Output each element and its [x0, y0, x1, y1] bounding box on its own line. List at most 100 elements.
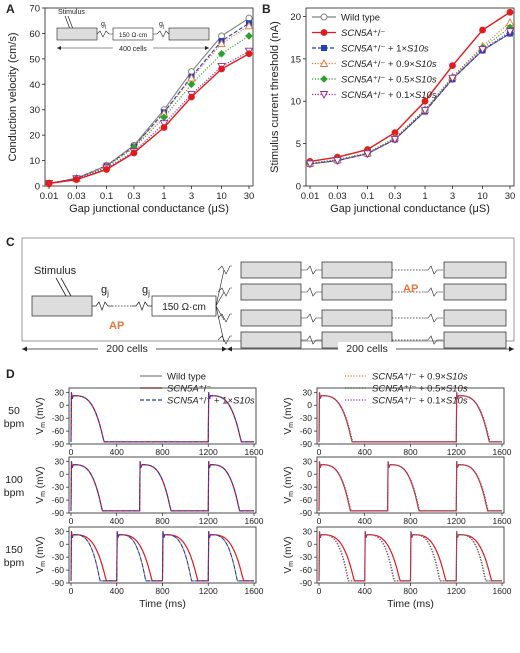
d-y-tick-label: -30: [52, 482, 65, 492]
x-tick-label: 1: [161, 191, 166, 202]
x-tick-label: 30: [505, 191, 516, 202]
y-tick-label: 70: [29, 4, 40, 15]
d-y-tick-label: 0: [59, 469, 64, 479]
data-point-mut: [245, 50, 253, 58]
chart-a: 0 10 20 30 40 50 60 70 0.01 0.03 0.1 0.3 1 3 10 30 Gap…: [7, 4, 254, 216]
data-point-s01: [159, 120, 169, 129]
d-x-tick-label: 0: [317, 516, 322, 526]
d-y-tick-label: 30: [303, 387, 313, 397]
y-tick-label: 10: [29, 156, 40, 167]
legend-marker-s09: [319, 59, 329, 67]
d-trace-wt: [70, 461, 254, 512]
d-legend-label-mut: SCN5A⁺/⁻: [167, 384, 211, 395]
data-point-s01: [390, 135, 400, 144]
diagram-c-stimulus: Stimulus: [34, 265, 77, 277]
x-tick-label: 3: [450, 191, 455, 202]
legend-marker-s05: [320, 75, 328, 83]
x-tick-label: 10: [216, 191, 227, 202]
d-y-tick-label: 30: [55, 387, 65, 397]
branch-gap: [424, 265, 443, 275]
d-frame: [68, 456, 257, 514]
data-point-s01: [420, 107, 430, 116]
branch-cell-last: [443, 261, 507, 279]
d-x-tick-label: 800: [403, 586, 417, 596]
d-legend-label-s01: SCN5A⁺/⁻ + 0.1×S10s: [372, 396, 468, 407]
d-ylabel: Vm (mV): [35, 537, 47, 574]
data-point-mut: [188, 93, 195, 101]
d-y-tick-label: 0: [307, 539, 312, 549]
data-point-mut: [421, 97, 429, 105]
diagram-c-ap-left: AP: [109, 320, 124, 332]
d-ylabel: Vm (mV): [283, 467, 295, 504]
data-point-mut: [73, 176, 80, 184]
chart-a-frame: [44, 7, 254, 187]
data-point-s05: [506, 23, 514, 32]
diagram-c-gj-1: gj: [101, 284, 109, 298]
branch-gap: [301, 287, 322, 297]
legend-label-s05: SCN5A⁺/⁻ + 0.5×S10s: [341, 75, 437, 86]
data-point-mut: [160, 124, 168, 131]
d-trace-s05: [318, 461, 502, 512]
y-tick-label: 40: [29, 80, 40, 91]
d-x-tick-label: 0: [317, 447, 322, 457]
data-point-s05: [160, 113, 168, 122]
diagram-c-resistor-label: 150 Ω·cm: [162, 302, 206, 313]
d-x-tick-label: 800: [155, 586, 169, 596]
data-point-s01: [505, 28, 515, 37]
d-x-tick-label: 800: [403, 516, 417, 526]
legend-label-s01: SCN5A⁺/⁻ + 0.1×S10s: [341, 90, 437, 101]
d-y-tick-label: -30: [300, 413, 313, 423]
x-tick-label: 0.01: [301, 191, 320, 202]
d-y-tick-label: -30: [52, 552, 65, 562]
d-y-tick-label: -90: [300, 578, 313, 588]
chart-a-inset: Stimulus gj 150 Ω·cm gj 400 cells: [56, 9, 210, 53]
chart-b-xlabel: Gap junctional conductance (μS): [330, 203, 490, 215]
d-y-tick-label: -30: [52, 413, 65, 423]
d-x-tick-label: 1600: [493, 516, 512, 526]
d-y-tick-label: -90: [52, 439, 65, 449]
d-x-tick-label: 1600: [493, 586, 512, 596]
d-x-tick-label: 1200: [447, 516, 466, 526]
y-tick-label: 10: [290, 97, 301, 108]
d-y-tick-label: 30: [55, 526, 65, 536]
d-ylabel: Vm (mV): [35, 398, 47, 435]
d-row-label: 100 bpm: [4, 474, 25, 499]
branch-junction: [217, 313, 232, 323]
y-tick-label: 5: [296, 139, 301, 150]
legend-label-s1: SCN5A⁺/⁻ + 1×S10s: [341, 44, 429, 55]
y-tick-label: 30: [29, 105, 40, 116]
branch-gap: [424, 313, 443, 323]
d-x-tick-label: 0: [69, 516, 74, 526]
chart-a-xlabel: Gap junctional conductance (μS): [69, 203, 229, 215]
legend-marker-wt: [320, 13, 328, 21]
data-point-s01: [478, 46, 487, 54]
chart-a-ylabel: Conduction velocity (cm/s): [7, 33, 19, 162]
d-x-tick-label: 400: [358, 447, 372, 457]
x-tick-label: 10: [477, 191, 488, 202]
d-legend-label-s05: SCN5A⁺/⁻ + 0.5×S10s: [372, 384, 468, 395]
d-trace-mut: [318, 461, 502, 512]
series-line-s1: [48, 22, 250, 184]
chart-b-frame: [305, 7, 515, 187]
d-x-tick-label: 0: [69, 586, 74, 596]
branch-junction: [217, 287, 232, 297]
d-x-tick-label: 1600: [493, 447, 512, 457]
diagram-c-right-cells: 200 cells: [346, 343, 387, 355]
chart-b: 0 5 10 15 20 0.01 0.03 0.1 0.3 1 3 10 30 Wild type S…: [269, 7, 516, 215]
series-line-mut: [309, 11, 511, 163]
data-point-mut: [218, 65, 225, 73]
d-x-tick-label: 400: [110, 586, 124, 596]
x-tick-label: 0.03: [67, 191, 86, 202]
x-tick-label: 30: [244, 191, 255, 202]
d-x-tick-label: 800: [155, 447, 169, 457]
d-y-tick-label: -30: [300, 552, 313, 562]
x-tick-label: 0.3: [388, 191, 401, 202]
d-x-tick-label: 1200: [447, 447, 466, 457]
data-point-s01: [448, 74, 457, 83]
d-x-tick-label: 800: [403, 447, 417, 457]
d-row-label: 150 bpm: [4, 544, 25, 569]
d-y-tick-label: -60: [52, 426, 65, 436]
y-tick-label: 15: [290, 54, 301, 65]
